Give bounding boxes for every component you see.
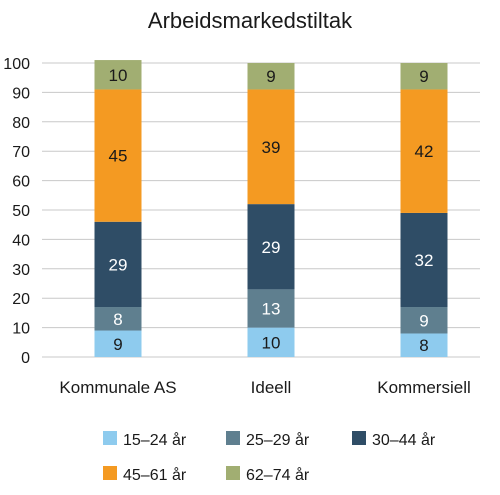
y-tick-label: 0	[21, 350, 30, 367]
legend-swatch	[352, 431, 366, 445]
data-label: 8	[419, 336, 428, 355]
bar-segment	[400, 89, 448, 213]
bar-segment	[247, 63, 295, 90]
x-axis: Kommunale AS Ideell Kommersiell	[59, 378, 470, 397]
legend-item: 62–74 år	[226, 466, 310, 484]
category-label: Ideell	[251, 378, 292, 397]
bars: 9 8 29 45 10 10 13 29 39 9 8 9 32 42 9	[94, 60, 448, 357]
data-label: 9	[419, 67, 428, 86]
bar-segment	[400, 212, 448, 308]
bar-segment	[247, 204, 295, 290]
legend-label: 15–24 år	[123, 431, 187, 449]
legend-item: 15–24 år	[103, 431, 187, 449]
legend-swatch	[103, 431, 117, 445]
bar-segment	[94, 330, 142, 357]
data-label: 9	[266, 67, 275, 86]
bar-segment	[94, 89, 142, 222]
data-label: 13	[262, 299, 281, 318]
bar-segment	[400, 333, 448, 357]
data-label: 8	[113, 310, 122, 329]
y-tick-label: 30	[12, 262, 30, 279]
legend-item: 30–44 år	[352, 431, 436, 449]
legend-label: 45–61 år	[123, 466, 187, 484]
data-label: 9	[419, 311, 428, 330]
y-tick-label: 60	[12, 174, 30, 191]
bar-segment	[247, 89, 295, 205]
data-label: 10	[262, 333, 281, 352]
category-label: Kommunale AS	[59, 378, 176, 397]
legend-label: 62–74 år	[246, 466, 310, 484]
category-label: Kommersiell	[377, 378, 471, 397]
legend-swatch	[103, 466, 117, 480]
data-label: 39	[262, 138, 281, 157]
legend-item: 25–29 år	[226, 431, 310, 449]
y-tick-label: 10	[12, 321, 30, 338]
bar-segment	[400, 307, 448, 334]
data-label: 42	[415, 142, 434, 161]
bar-segment	[94, 307, 142, 331]
y-tick-label: 40	[12, 232, 30, 249]
y-tick-label: 90	[12, 85, 30, 102]
y-tick-label: 80	[12, 115, 30, 132]
chart-title: Arbeidsmarkedstiltak	[148, 8, 353, 33]
legend-swatch	[226, 431, 240, 445]
legend-swatch	[226, 466, 240, 480]
y-tick-label: 20	[12, 291, 30, 308]
bar-segment	[247, 289, 295, 328]
data-label: 29	[109, 255, 128, 274]
data-label: 9	[113, 335, 122, 354]
y-tick-label: 100	[3, 56, 30, 73]
data-label: 45	[109, 147, 128, 166]
legend-item: 45–61 år	[103, 466, 187, 484]
bar-segment	[94, 221, 142, 308]
legend-label: 30–44 år	[372, 431, 436, 449]
bar-segment	[400, 63, 448, 90]
bar-segment	[247, 327, 295, 357]
y-axis: 0 10 20 30 40 50 60 70 80 90 100	[3, 56, 30, 367]
data-label: 29	[262, 238, 281, 257]
data-label: 32	[415, 251, 434, 270]
bar-segment	[94, 60, 142, 90]
legend: 15–24 år 25–29 år 30–44 år 45–61 år 62–74 år	[103, 431, 436, 484]
y-tick-label: 50	[12, 203, 30, 220]
y-tick-label: 70	[12, 144, 30, 161]
data-label: 10	[109, 66, 128, 85]
legend-label: 25–29 år	[246, 431, 310, 449]
